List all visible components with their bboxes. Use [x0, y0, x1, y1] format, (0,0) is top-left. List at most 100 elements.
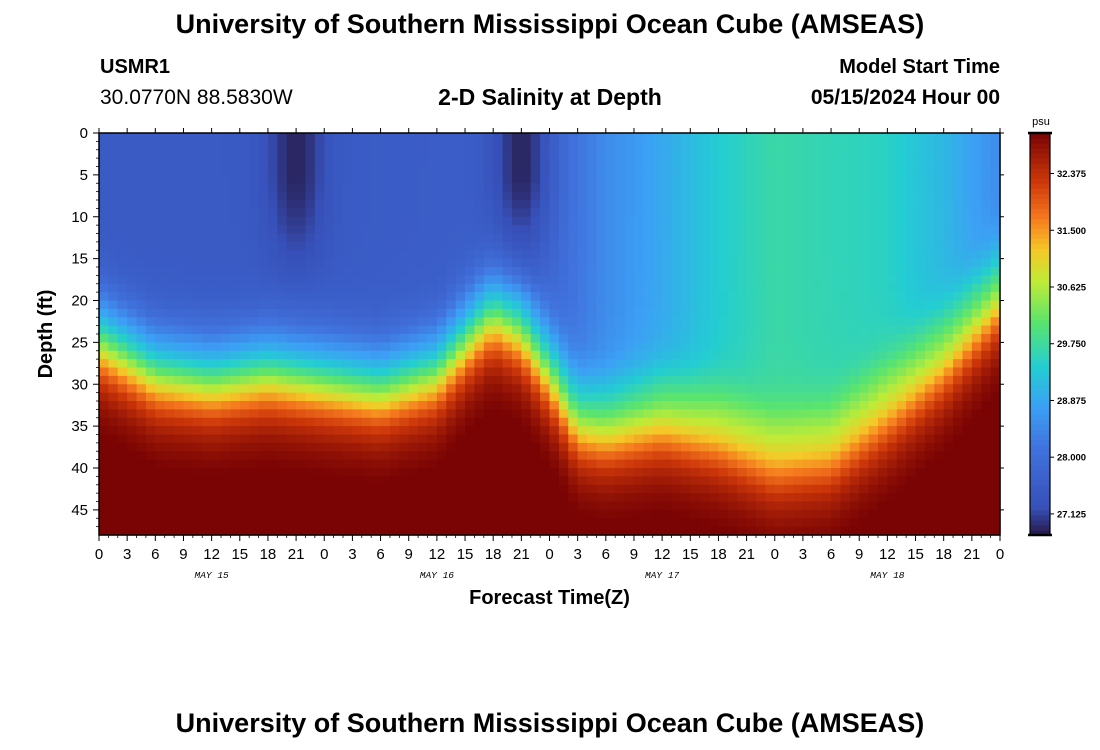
heatmap-cell	[540, 258, 551, 268]
heatmap-cell	[127, 417, 138, 427]
heatmap-cell	[530, 208, 541, 218]
heatmap-cell	[615, 133, 626, 142]
heatmap-cell	[821, 233, 832, 243]
heatmap-cell	[127, 334, 138, 343]
heatmap-cell	[840, 392, 851, 402]
heatmap-cell	[474, 241, 485, 251]
heatmap-cell	[493, 476, 504, 486]
heatmap-cell	[793, 183, 804, 193]
heatmap-cell	[802, 191, 813, 201]
heatmap-cell	[117, 484, 128, 494]
heatmap-cell	[352, 509, 363, 519]
heatmap-cell	[849, 442, 860, 452]
heatmap-cell	[436, 342, 447, 352]
heatmap-cell	[840, 158, 851, 168]
heatmap-cell	[671, 501, 682, 511]
heatmap-cell	[812, 342, 823, 352]
heatmap-cell	[521, 459, 532, 469]
heatmap-cell	[549, 434, 560, 444]
heatmap-cell	[915, 141, 926, 151]
heatmap-cell	[971, 526, 982, 536]
heatmap-cell	[784, 233, 795, 243]
heatmap-cell	[652, 409, 663, 419]
heatmap-cell	[418, 526, 429, 536]
heatmap-cell	[511, 392, 522, 402]
heatmap-cell	[737, 166, 748, 176]
heatmap-cell	[953, 300, 964, 310]
heatmap-cell	[671, 174, 682, 184]
heatmap-cell	[249, 493, 260, 503]
heatmap-cell	[521, 325, 532, 335]
heatmap-cell	[633, 509, 644, 519]
heatmap-cell	[530, 250, 541, 260]
heatmap-cell	[361, 317, 372, 327]
heatmap-cell	[502, 149, 513, 159]
colorbar-segment	[1030, 298, 1050, 305]
heatmap-cell	[296, 317, 307, 327]
heatmap-cell	[690, 183, 701, 193]
heatmap-cell	[108, 526, 119, 536]
heatmap-cell	[821, 225, 832, 235]
heatmap-cell	[943, 526, 954, 536]
heatmap-cell	[136, 526, 147, 536]
heatmap-cell	[502, 334, 513, 343]
heatmap-cell	[990, 468, 1001, 477]
heatmap-cell	[615, 183, 626, 193]
heatmap-cell	[568, 367, 579, 377]
heatmap-cell	[840, 300, 851, 310]
heatmap-cell	[662, 442, 673, 452]
heatmap-cell	[906, 258, 917, 268]
heatmap-cell	[211, 317, 222, 327]
heatmap-cell	[314, 158, 325, 168]
heatmap-cell	[380, 451, 391, 461]
heatmap-cell	[596, 292, 607, 302]
heatmap-cell	[230, 166, 241, 176]
heatmap-cell	[258, 451, 269, 461]
heatmap-cell	[352, 208, 363, 218]
heatmap-cell	[211, 417, 222, 427]
heatmap-cell	[699, 300, 710, 310]
heatmap-cell	[755, 241, 766, 251]
heatmap-cell	[699, 158, 710, 168]
heatmap-cell	[774, 526, 785, 536]
heatmap-cell	[765, 392, 776, 402]
heatmap-cell	[690, 442, 701, 452]
heatmap-cell	[352, 434, 363, 444]
heatmap-cell	[784, 434, 795, 444]
heatmap-cell	[596, 417, 607, 427]
heatmap-cell	[577, 350, 588, 360]
heatmap-cell	[108, 392, 119, 402]
heatmap-cell	[821, 518, 832, 528]
heatmap-cell	[474, 518, 485, 528]
heatmap-cell	[117, 308, 128, 318]
heatmap-cell	[296, 208, 307, 218]
heatmap-cell	[117, 426, 128, 436]
heatmap-cell	[596, 459, 607, 469]
heatmap-cell	[784, 417, 795, 427]
heatmap-cell	[943, 409, 954, 419]
heatmap-cell	[521, 317, 532, 327]
heatmap-cell	[633, 468, 644, 477]
heatmap-cell	[446, 468, 457, 477]
x-tick-label: 18	[260, 546, 277, 563]
heatmap-cell	[446, 442, 457, 452]
heatmap-cell	[389, 451, 400, 461]
heatmap-cell	[192, 334, 203, 343]
heatmap-cell	[784, 367, 795, 377]
heatmap-cell	[380, 133, 391, 142]
heatmap-cell	[117, 459, 128, 469]
heatmap-cell	[709, 200, 720, 209]
heatmap-cell	[230, 526, 241, 536]
heatmap-cell	[361, 158, 372, 168]
heatmap-cell	[746, 292, 757, 302]
x-tick-label: 9	[179, 546, 187, 563]
heatmap-cell	[286, 283, 297, 293]
heatmap-cell	[802, 292, 813, 302]
heatmap-cell	[812, 200, 823, 209]
heatmap-cell	[737, 216, 748, 226]
heatmap-cell	[831, 225, 842, 235]
heatmap-cell	[521, 350, 532, 360]
heatmap-cell	[361, 434, 372, 444]
heatmap-cell	[605, 283, 616, 293]
heatmap-cell	[324, 158, 335, 168]
